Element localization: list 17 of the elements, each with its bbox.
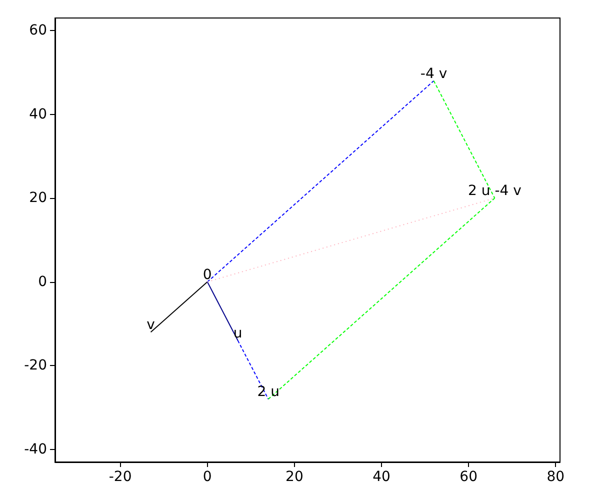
- annotation: u: [233, 326, 242, 342]
- y-tick-label: 40: [29, 106, 47, 122]
- annotation: 2 u -4 v: [468, 183, 522, 200]
- x-tick-label: -20: [108, 469, 132, 485]
- y-tick-label: 60: [29, 22, 47, 39]
- annotation: 0: [202, 266, 212, 283]
- x-tick-label: 40: [372, 469, 390, 485]
- y-tick-label: 0: [38, 274, 47, 290]
- x-tick-label: 20: [286, 469, 304, 485]
- y-tick-label: -40: [24, 441, 47, 458]
- x-tick-label: 60: [460, 469, 478, 485]
- annotation: -4 v: [420, 66, 448, 82]
- x-tick-label: 80: [546, 469, 565, 485]
- y-tick-label: -20: [24, 358, 47, 374]
- y-tick-label: 20: [29, 190, 47, 206]
- annotation: v: [146, 317, 155, 334]
- x-tick-label: 0: [202, 469, 212, 485]
